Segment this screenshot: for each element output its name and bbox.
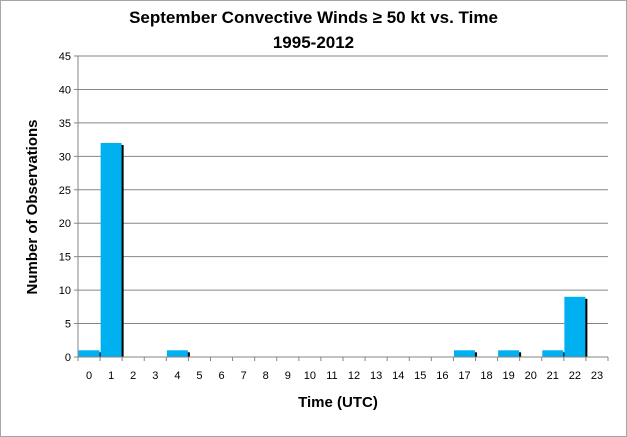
y-tick-label: 25 [59, 185, 71, 197]
x-tick-label: 1 [108, 370, 114, 382]
axes [77, 56, 609, 361]
bar [564, 296, 586, 357]
x-tick-label: 6 [218, 370, 224, 382]
y-tick-label: 0 [65, 352, 71, 364]
x-tick-label: 8 [263, 370, 269, 382]
x-tick-label: 14 [392, 370, 404, 382]
x-tick-label: 19 [503, 370, 515, 382]
bar [542, 350, 564, 357]
y-tick-label: 30 [59, 151, 71, 163]
bar [453, 350, 475, 357]
x-tick-label: 11 [326, 370, 337, 382]
x-tick-label: 20 [525, 370, 537, 382]
x-tick-label: 23 [591, 370, 603, 382]
y-tick-label: 45 [59, 51, 71, 63]
x-tick-label: 4 [174, 370, 180, 382]
gridlines [74, 55, 608, 358]
x-tick-label: 18 [480, 370, 492, 382]
x-tick-label: 5 [196, 370, 202, 382]
x-tick-label: 10 [304, 370, 316, 382]
x-tick-label: 0 [86, 370, 92, 382]
x-tick-label: 3 [152, 370, 158, 382]
y-tick-label: 20 [59, 218, 71, 230]
y-tick-label: 5 [65, 319, 71, 331]
y-tick-label: 40 [59, 84, 71, 96]
chart-subtitle: 1995-2012 [272, 33, 355, 52]
x-tick-label: 22 [569, 370, 581, 382]
bar [498, 350, 520, 357]
y-tick-label: 10 [59, 285, 71, 297]
y-tick-label: 35 [59, 118, 71, 130]
x-tick-label: 17 [458, 370, 470, 382]
x-tick-label: 12 [348, 370, 360, 382]
x-tick-label: 13 [370, 370, 382, 382]
x-tick-labels: 0 1 2 3 4 5 6 7 8 9 10 11 12 13 14 15 16 17 18 19 20 21 22 23 [86, 370, 603, 382]
y-axis-label: Number of Observations [24, 119, 41, 294]
x-tick-label: 21 [547, 370, 559, 382]
x-tick-label: 9 [285, 370, 291, 382]
x-tick-label: 2 [130, 370, 136, 382]
x-tick-label: 16 [436, 370, 448, 382]
x-tick-label: 15 [414, 370, 426, 382]
x-axis-label: Time (UTC) [298, 394, 378, 411]
y-tick-labels: 0 5 10 15 20 25 30 35 40 45 [59, 51, 71, 364]
bars [78, 142, 588, 357]
bar [100, 142, 122, 357]
x-tick-label: 7 [241, 370, 247, 382]
bar [78, 350, 100, 357]
chart-title: September Convective Winds ≥ 50 kt vs. T… [129, 8, 498, 27]
bar [166, 350, 188, 357]
y-tick-label: 15 [59, 252, 71, 264]
